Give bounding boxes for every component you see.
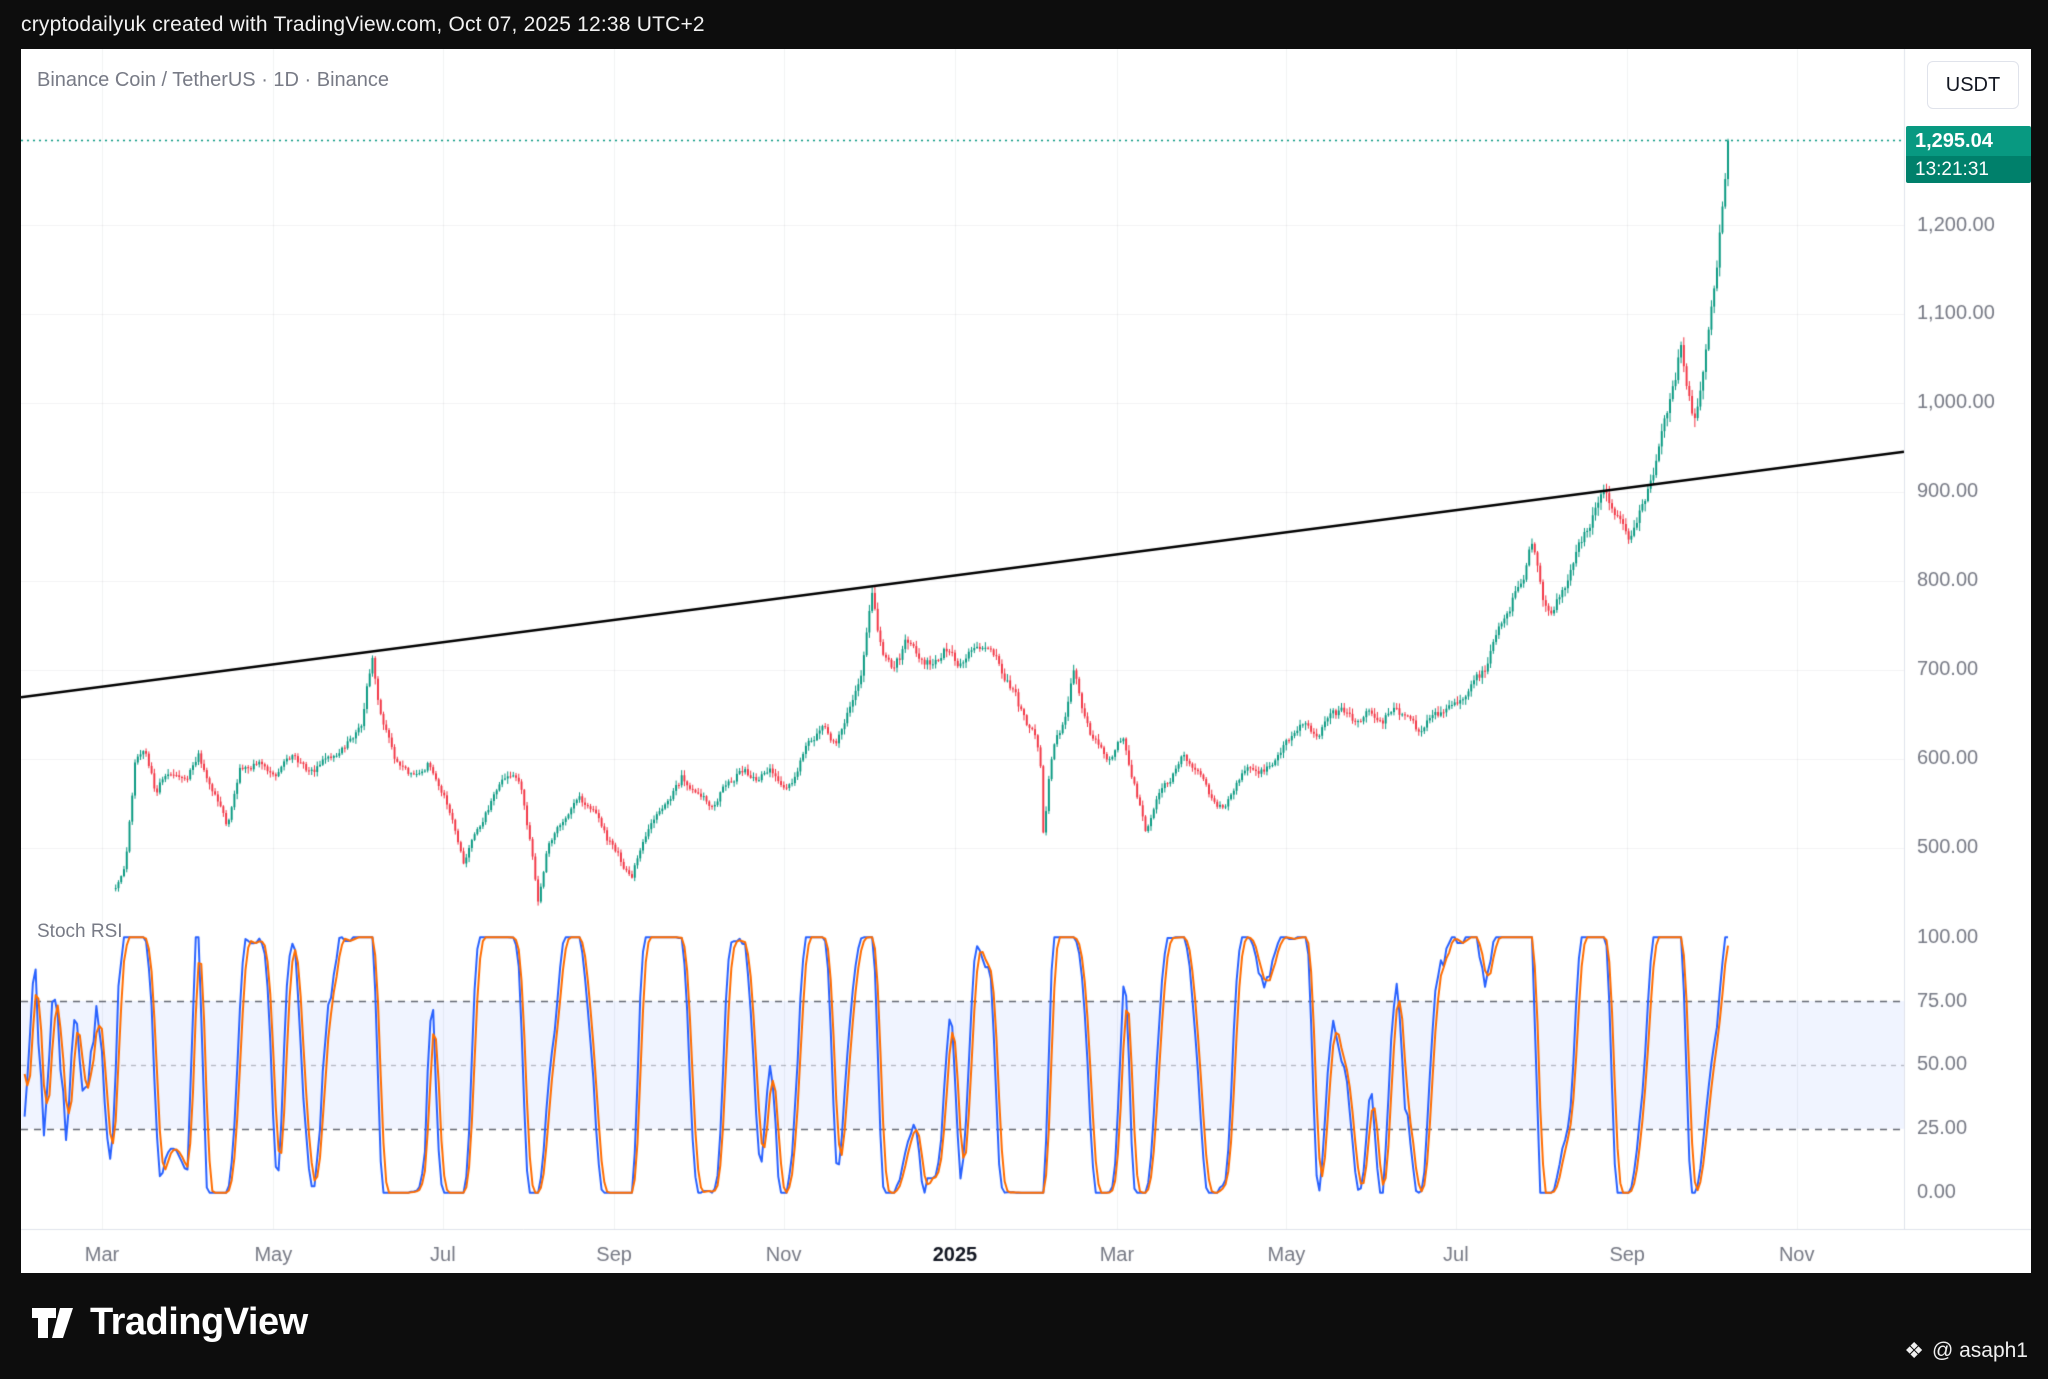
top-caption-bar: cryptodailyuk created with TradingView.c…	[0, 0, 2048, 49]
author-watermark-text: @ asaph1	[1931, 1339, 2028, 1362]
tradingview-logo-text: TradingView	[90, 1301, 308, 1343]
brand-bar: TradingView ❖ @ asaph1	[0, 1273, 2048, 1379]
tradingview-logo-icon	[32, 1307, 73, 1338]
tradingview-logo[interactable]: TradingView	[30, 1301, 308, 1344]
bar-countdown: 13:21:31	[1906, 156, 2031, 183]
screenshot-caption: cryptodailyuk created with TradingView.c…	[21, 12, 705, 36]
symbol-title[interactable]: Binance Coin / TetherUS · 1D · Binance	[37, 69, 390, 91]
chart-panel: Binance Coin / TetherUS · 1D · Binance U…	[21, 49, 2031, 1273]
indicator-label[interactable]: Stoch RSI	[37, 921, 123, 942]
chart-canvas[interactable]	[21, 49, 2031, 1273]
last-price-value: 1,295.04	[1906, 126, 2031, 156]
author-watermark: ❖ @ asaph1	[1904, 1339, 2028, 1363]
currency-toggle-button[interactable]: USDT	[1927, 61, 2019, 109]
gem-icon: ❖	[1904, 1338, 1924, 1363]
last-price-badge[interactable]: 1,295.04 13:21:31	[1906, 126, 2031, 183]
